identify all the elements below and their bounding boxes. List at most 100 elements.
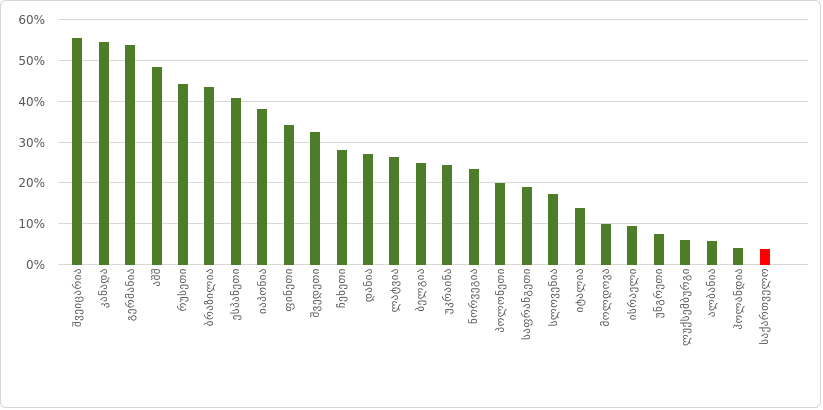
x-category-label: ნორვეგია (467, 268, 481, 325)
x-label-slot: მოლდოვა (593, 268, 619, 400)
grid-line (58, 141, 808, 143)
bar (204, 86, 215, 265)
bar-slot (249, 20, 275, 265)
x-label-slot: კანადა (90, 268, 116, 400)
bar (98, 41, 109, 265)
bar-slot (117, 20, 143, 265)
y-tick-label: 60% (18, 13, 45, 27)
bar (283, 125, 294, 265)
x-category-label: უნგრეთი (652, 268, 666, 319)
y-tick-label: 0% (25, 258, 45, 272)
bar (177, 84, 188, 265)
y-tick-label: 30% (18, 135, 45, 150)
x-category-label: დანია (361, 268, 375, 303)
bar (627, 226, 638, 265)
x-category-label: ესპანეთი (229, 268, 243, 321)
bar (574, 207, 585, 265)
bar (389, 157, 400, 265)
bar-slot (619, 20, 645, 265)
x-category-label: პოლონეთი (493, 268, 507, 333)
x-category-label: ლატვია (387, 268, 401, 313)
bar-slot (540, 20, 566, 265)
x-category-label: კანადა (97, 268, 111, 309)
grid-line (58, 19, 808, 20)
x-category-label: საფრანგეთი (520, 268, 534, 340)
x-label-slot: ლატვია (381, 268, 407, 400)
x-category-label: შვეიცარია (70, 268, 84, 328)
x-category-label: მოლდოვა (599, 268, 613, 327)
y-axis: 0% 10% 20% 30% 40% 50% 60% (1, 13, 51, 272)
bar-slot (223, 20, 249, 265)
x-category-label: იაპონია (255, 268, 269, 315)
bar (310, 131, 321, 265)
bar-slot (566, 20, 592, 265)
bar-slot (593, 20, 619, 265)
bar-slot (90, 20, 116, 265)
x-label-slot: ესპანეთი (223, 268, 249, 400)
x-label-slot: სლოვენია (540, 268, 566, 400)
x-category-label: აშშ (150, 268, 164, 287)
x-label-slot: ბრაზილია (196, 268, 222, 400)
x-category-label: იტალია (573, 268, 587, 313)
bar-slot (276, 20, 302, 265)
bar-slot (461, 20, 487, 265)
bar-slot (487, 20, 513, 265)
bar (600, 224, 611, 265)
x-label-slot: პოლონეთი (487, 268, 513, 400)
x-category-label: ისრაელი (625, 268, 639, 321)
x-label-slot: დანია (355, 268, 381, 400)
x-label-slot: იტალია (566, 268, 592, 400)
x-label-slot: ალბანია (699, 268, 725, 400)
grid-line (58, 264, 808, 265)
x-axis-labels: შვეიცარია კანადა გერმანია აშშ რუსეთი ბრაზილია… (58, 268, 808, 400)
bar (72, 38, 83, 265)
x-label-slot: ჩეხეთი (328, 268, 354, 400)
x-category-label: ფინეთი (282, 268, 296, 312)
grid-line (58, 223, 808, 225)
x-category-label: რუსეთი (176, 268, 190, 312)
x-label-slot: უკრაინა (434, 268, 460, 400)
bar (125, 44, 136, 265)
bar-slot (699, 20, 725, 265)
x-category-label: ბელგია (414, 268, 428, 312)
x-label-slot: ისრაელი (619, 268, 645, 400)
x-category-label: ჰოლანდია (731, 268, 745, 330)
bar-slot (646, 20, 672, 265)
x-category-label: გერმანია (123, 268, 137, 322)
bar (653, 234, 664, 265)
x-label-slot: შვედეთი (302, 268, 328, 400)
bar-slot (355, 20, 381, 265)
grid-line (58, 182, 808, 184)
bar (151, 66, 162, 265)
x-category-label: უკრაინა (440, 268, 454, 315)
bars-row (58, 20, 808, 265)
bar (548, 193, 559, 265)
bar (495, 183, 506, 265)
grid-line (58, 59, 808, 61)
x-label-slot: იაპონია (249, 268, 275, 400)
bar-slot (302, 20, 328, 265)
y-tick-label: 10% (18, 217, 45, 232)
x-label-slot: უნგრეთი (646, 268, 672, 400)
bar-slot (328, 20, 354, 265)
bar (680, 239, 691, 265)
bar-slot (170, 20, 196, 265)
x-category-label: ლუქსემბურგი (678, 268, 692, 346)
bar-slot (434, 20, 460, 265)
x-label-slot: აშშ (143, 268, 169, 400)
x-label-slot: გერმანია (117, 268, 143, 400)
bar (230, 97, 241, 265)
x-label-slot: შვეიცარია (64, 268, 90, 400)
plot-area (58, 19, 808, 265)
bar (468, 168, 479, 265)
bar-highlighted (759, 248, 770, 265)
bar-slot (408, 20, 434, 265)
x-category-label: ბრაზილია (202, 268, 216, 327)
x-label-slot: საქართველო (751, 268, 777, 400)
bar (733, 247, 744, 265)
bar (415, 162, 426, 265)
y-tick-label: 50% (18, 53, 45, 68)
x-label-slot: ფინეთი (276, 268, 302, 400)
grid-line (58, 100, 808, 102)
